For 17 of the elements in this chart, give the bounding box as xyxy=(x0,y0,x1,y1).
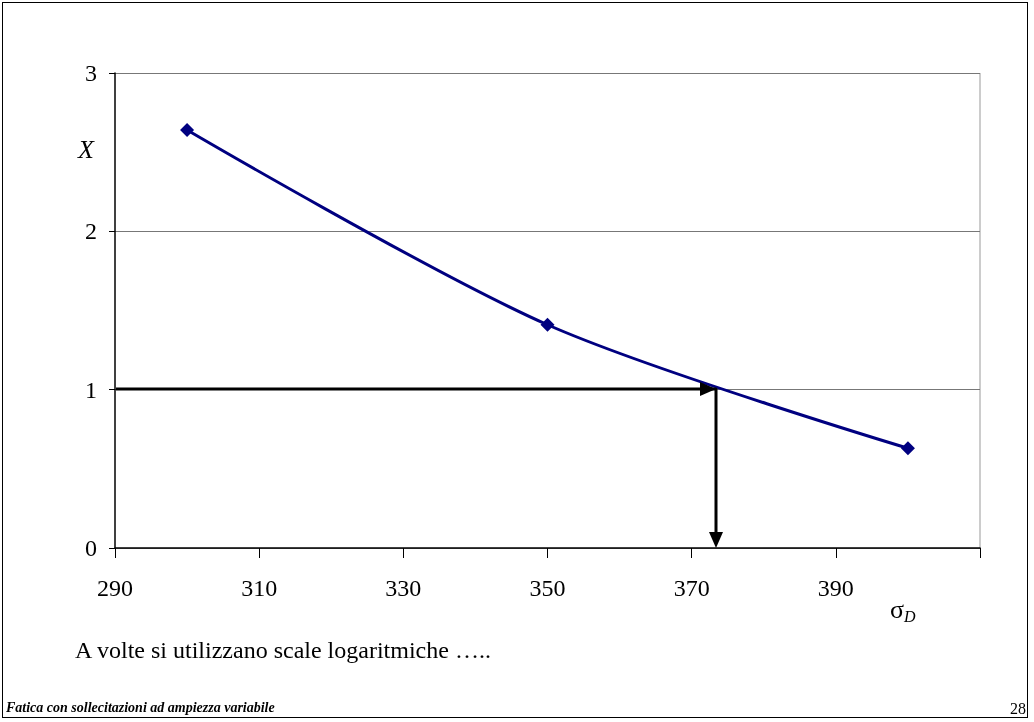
y-axis-title: X xyxy=(77,134,95,164)
point xyxy=(180,123,195,137)
x-tick-label: 390 xyxy=(817,575,854,601)
x-tick-label: 290 xyxy=(97,575,133,601)
x-tick-label: 330 xyxy=(385,575,422,601)
x-tick-label: 310 xyxy=(241,575,278,601)
x-tick-label: 370 xyxy=(673,575,710,601)
y-tick-label: 0 xyxy=(85,535,97,561)
x-tick-label: 350 xyxy=(529,575,566,601)
text: 28 xyxy=(1010,699,1026,717)
y-tick-label: 1 xyxy=(85,376,97,403)
point xyxy=(540,317,555,332)
y-tick-label: 2 xyxy=(85,218,97,245)
point xyxy=(900,441,915,456)
text: Fatica con sollecitazioni ad ampiezza variabile xyxy=(5,699,275,715)
y-tick-label: 3 xyxy=(85,60,97,86)
text: A volte si utilizzano scale logaritmiche ….. xyxy=(75,637,491,663)
